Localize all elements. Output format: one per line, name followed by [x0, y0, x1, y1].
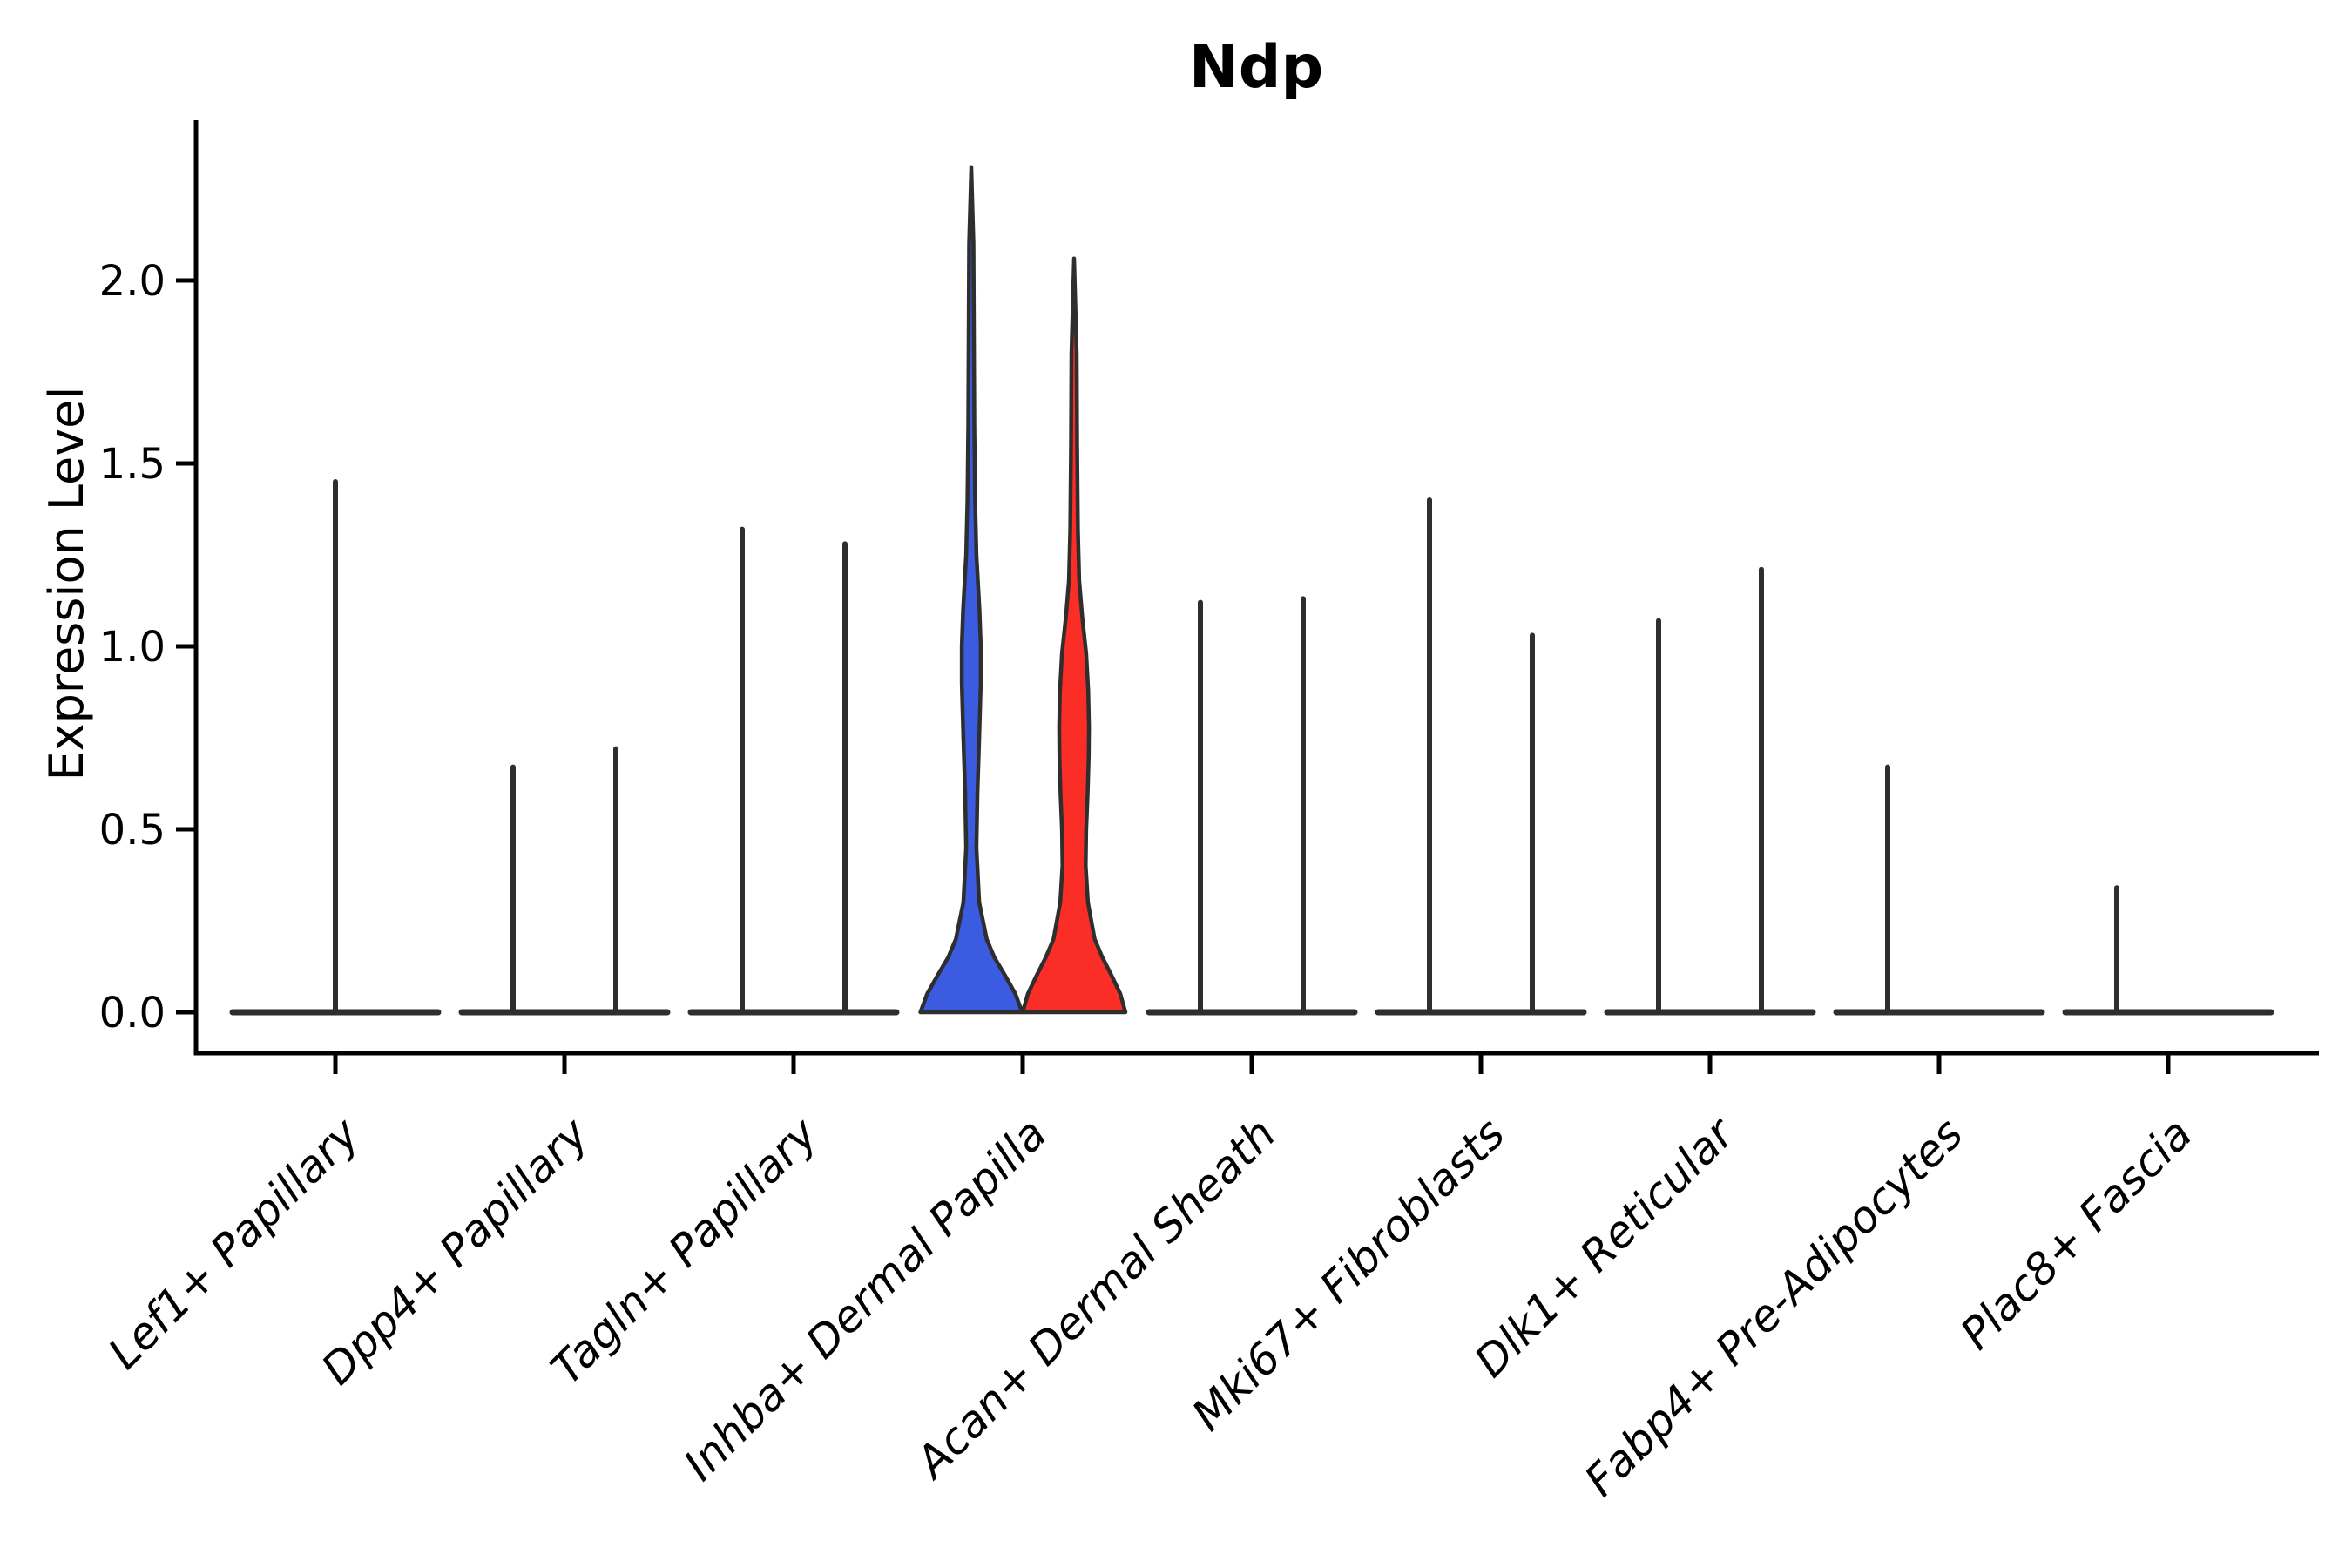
x-tick-label: Inhba+ Dermal Papilla — [674, 1108, 1056, 1490]
violin-body-red — [1020, 256, 1128, 1015]
violins-layer — [229, 165, 2274, 1016]
violin-body-blue — [918, 165, 1024, 1015]
x-tick-label: Plac8+ Fascia — [1951, 1108, 2202, 1359]
x-tick-label: Fabp4+ Pre-Adipocytes — [1575, 1108, 1973, 1506]
y-tick-label: 0.0 — [99, 989, 166, 1037]
y-tick-label: 2.0 — [99, 257, 166, 306]
y-axis-label: Expression Level — [39, 387, 94, 781]
y-tick-label: 0.5 — [99, 806, 166, 855]
x-tick-label: Lef1+ Papillary — [98, 1107, 369, 1378]
plot-title: Ndp — [1189, 33, 1323, 102]
y-tick-label: 1.5 — [99, 440, 166, 489]
y-tick-label: 1.0 — [99, 623, 166, 672]
x-tick-label: Acan+ Dermal Sheath — [905, 1108, 1286, 1489]
